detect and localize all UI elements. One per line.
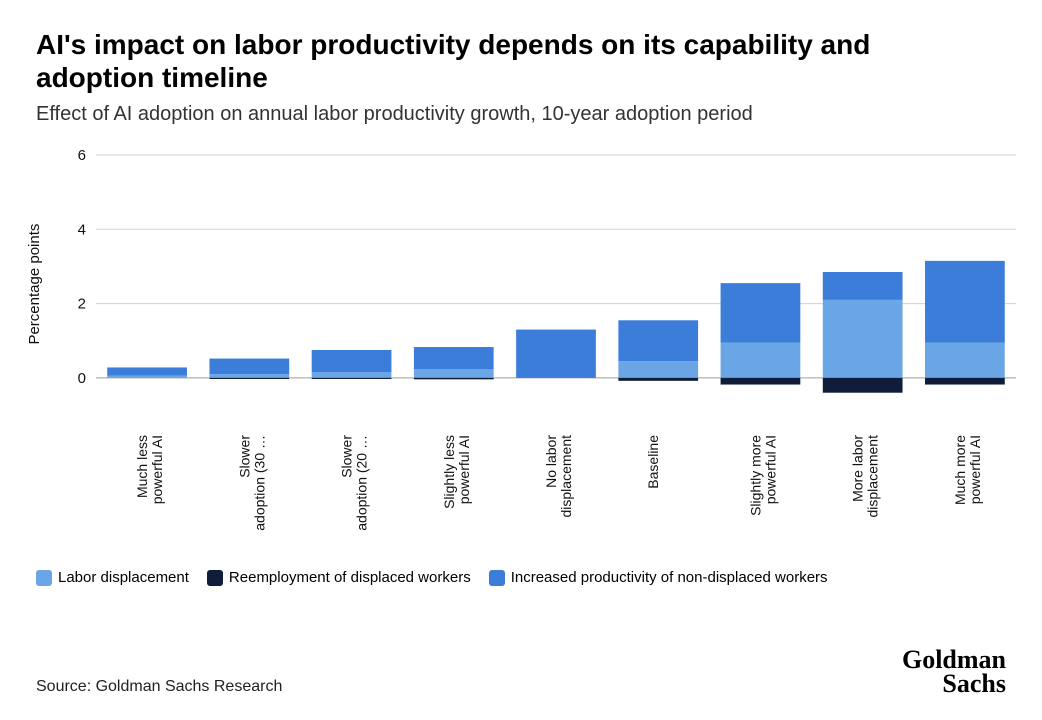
page: AI's impact on labor productivity depend… bbox=[0, 0, 1042, 720]
x-category-label: Sloweradoption (20 … bbox=[339, 435, 370, 531]
logo-line2: Sachs bbox=[902, 672, 1006, 696]
stacked-bar-chart: 0 2 4 6 Much lesspowerful AI Sloweradoption (… bbox=[36, 145, 1016, 555]
x-category-label: No labordisplacement bbox=[543, 435, 574, 518]
legend-item: Labor displacement bbox=[36, 569, 189, 586]
x-category-label: Sloweradoption (30 … bbox=[236, 435, 267, 531]
legend-swatch bbox=[36, 570, 52, 586]
x-category-label: Baseline bbox=[645, 435, 661, 489]
footer: Source: Goldman Sachs Research Goldman S… bbox=[36, 648, 1006, 696]
bar-segment bbox=[721, 378, 801, 385]
bar-segment bbox=[414, 347, 494, 369]
bar-segment bbox=[721, 343, 801, 378]
bar-segment bbox=[312, 372, 392, 378]
bar-segment bbox=[823, 272, 903, 300]
bar-segment bbox=[414, 369, 494, 378]
legend-label: Increased productivity of non-displaced … bbox=[511, 569, 828, 586]
legend-label: Reemployment of displaced workers bbox=[229, 569, 471, 586]
legend-item: Reemployment of displaced workers bbox=[207, 569, 471, 586]
legend-item: Increased productivity of non-displaced … bbox=[489, 569, 828, 586]
bar-segment bbox=[209, 359, 289, 375]
legend-swatch bbox=[489, 570, 505, 586]
legend: Labor displacement Reemployment of displa… bbox=[36, 569, 1006, 586]
brand-logo: Goldman Sachs bbox=[902, 648, 1006, 696]
y-tick-label: 0 bbox=[78, 370, 86, 387]
legend-label: Labor displacement bbox=[58, 569, 189, 586]
x-category-label: Slightly morepowerful AI bbox=[747, 435, 778, 516]
bar-segment bbox=[107, 368, 187, 376]
x-category-label: Much lesspowerful AI bbox=[134, 435, 165, 504]
chart-container: Percentage points 0246Much lesspowerful … bbox=[36, 145, 1006, 555]
y-axis-title: Percentage points bbox=[26, 224, 43, 345]
bar-segment bbox=[516, 330, 596, 378]
source-line: Source: Goldman Sachs Research bbox=[36, 678, 282, 696]
bar-segment bbox=[925, 378, 1005, 385]
bar-segment bbox=[618, 320, 698, 361]
x-category-label: Slightly lesspowerful AI bbox=[441, 435, 472, 509]
bar-segment bbox=[618, 361, 698, 378]
page-title: AI's impact on labor productivity depend… bbox=[36, 28, 916, 94]
bar-segment bbox=[618, 378, 698, 381]
bar-segment bbox=[107, 376, 187, 378]
y-tick-label: 4 bbox=[78, 221, 86, 238]
bar-segment bbox=[209, 374, 289, 378]
bar-segment bbox=[312, 350, 392, 372]
y-tick-label: 2 bbox=[78, 296, 86, 313]
page-subtitle: Effect of AI adoption on annual labor pr… bbox=[36, 102, 916, 127]
x-category-label: More labordisplacement bbox=[850, 435, 881, 518]
bar-segment bbox=[925, 343, 1005, 378]
bar-segment bbox=[823, 378, 903, 393]
bar-segment bbox=[721, 283, 801, 342]
x-category-label: Much morepowerful AI bbox=[952, 435, 983, 505]
y-tick-label: 6 bbox=[78, 147, 86, 164]
legend-swatch bbox=[207, 570, 223, 586]
bar-segment bbox=[925, 261, 1005, 343]
bar-segment bbox=[312, 378, 392, 379]
bar-segment bbox=[823, 300, 903, 378]
bar-segment bbox=[414, 378, 494, 379]
bar-segment bbox=[209, 378, 289, 379]
